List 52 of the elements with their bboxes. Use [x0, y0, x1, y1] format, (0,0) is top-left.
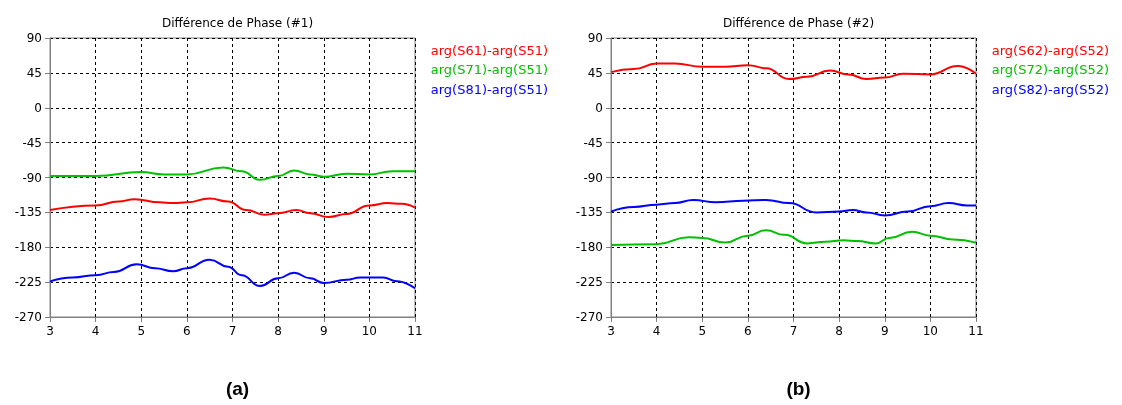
y-tick-label: 45: [587, 65, 603, 80]
text: arg(S72)-arg(S52): [991, 62, 1110, 77]
x-tick-label: 9: [880, 324, 889, 338]
y-tick-label: 90: [587, 31, 603, 45]
y-tick-label: 0: [595, 100, 603, 115]
x-tick-label: 7: [789, 324, 798, 338]
x-tick-label: 6: [744, 324, 752, 338]
x-tick-label: 11: [968, 324, 984, 338]
line-series: [49, 166, 416, 181]
x-tick-label: 6: [183, 324, 191, 338]
text: arg(S71)-arg(S51): [430, 62, 549, 77]
line-series: [610, 229, 977, 246]
y-tick-label: -225: [14, 275, 42, 290]
x-tick-label: 4: [91, 324, 100, 338]
text: arg(S81)-arg(S51): [430, 81, 549, 97]
y-tick-label: -45: [583, 135, 603, 150]
line-series: [610, 62, 977, 81]
chart-title: Différence de Phase (#1): [161, 16, 314, 30]
x-tick-label: 8: [835, 324, 843, 338]
y-tick-label: 45: [26, 65, 42, 80]
x-tick-label: 5: [137, 324, 146, 338]
y-tick-label: -270: [575, 310, 603, 324]
text: (a): [225, 378, 250, 399]
y-tick-label: 90: [26, 31, 42, 45]
line-series: [49, 197, 416, 219]
x-tick-label: 7: [228, 324, 237, 338]
text: arg(S61)-arg(S51): [430, 42, 549, 58]
line-series: [49, 258, 416, 290]
x-tick-label: 11: [407, 324, 423, 338]
y-tick-label: -135: [14, 205, 42, 220]
x-tick-label: 3: [607, 324, 615, 338]
y-tick-label: -135: [575, 205, 603, 220]
y-tick-label: -45: [22, 135, 42, 150]
y-tick-label: -270: [14, 310, 42, 324]
y-tick-label: -90: [22, 170, 42, 185]
y-tick-label: 0: [34, 100, 42, 115]
x-tick-label: 4: [652, 324, 661, 338]
series-label: arg(S62)-arg(S52): [991, 42, 1110, 58]
y-tick-label: -225: [575, 275, 603, 290]
x-tick-label: 5: [698, 324, 707, 338]
x-tick-label: 3: [46, 324, 54, 338]
chart-title: Différence de Phase (#2): [722, 16, 875, 30]
x-tick-label: 10: [361, 324, 378, 338]
text: arg(S82)-arg(S52): [991, 81, 1110, 97]
x-tick-label: 9: [319, 324, 328, 338]
line-series: [610, 198, 977, 217]
x-tick-label: 8: [274, 324, 282, 338]
y-tick-label: -180: [14, 240, 42, 255]
y-tick-label: -90: [583, 170, 603, 185]
y-tick-label: -180: [575, 240, 603, 255]
x-tick-label: 10: [922, 324, 939, 338]
text: (b): [786, 378, 811, 399]
